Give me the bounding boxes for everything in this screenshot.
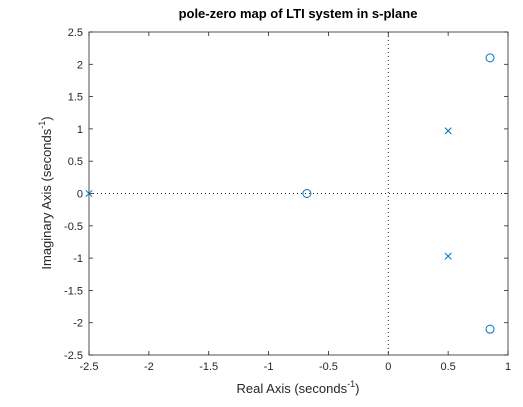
- pole-marker: [444, 127, 452, 135]
- zero-marker: [485, 53, 495, 63]
- y-axis-label-sup: -1: [37, 121, 47, 129]
- y-tick-label: 0: [77, 189, 83, 201]
- pole-marker-stroke: [444, 252, 452, 260]
- x-tick-label: 0: [385, 361, 391, 373]
- x-ticks: -2.5 -2 -1.5 -1 -0.5 0 0.5 1: [80, 32, 511, 373]
- x-tick-label: -0.5: [319, 361, 338, 373]
- x-tick-label: -1: [264, 361, 274, 373]
- y-axis-label-close: ): [39, 116, 54, 120]
- y-tick-label: 1.5: [68, 92, 83, 104]
- x-tick-label: -2: [144, 361, 154, 373]
- x-tick-label: 1: [505, 361, 511, 373]
- y-axis-label-text: Imaginary Axis (seconds: [39, 128, 54, 269]
- pole-marker: [85, 189, 93, 198]
- y-tick-label: 2.5: [68, 27, 83, 39]
- y-tick-label: -1: [73, 253, 83, 265]
- x-axis-label-sup: -1: [347, 379, 355, 389]
- y-tick-label: -0.5: [64, 221, 83, 233]
- zero-marker: [485, 324, 495, 334]
- x-tick-label: -2.5: [80, 361, 99, 373]
- x-axis-label-text: Real Axis (seconds: [237, 381, 348, 396]
- y-tick-label: -1.5: [64, 285, 83, 297]
- y-ticks: -2.5 -2 -1.5 -1 -0.5 0 0.5 1 1.5 2 2.5: [64, 27, 508, 362]
- x-axis-label-close: ): [355, 381, 359, 396]
- x-tick-label: -1.5: [199, 361, 218, 373]
- y-tick-label: 0.5: [68, 156, 83, 168]
- zero-marker: [302, 189, 312, 198]
- y-tick-label: 1: [77, 124, 83, 136]
- y-tick-label: 2: [77, 59, 83, 71]
- y-tick-label: -2.5: [64, 350, 83, 362]
- pole-marker-stroke: [85, 189, 93, 198]
- x-tick-label: 0.5: [440, 361, 455, 373]
- chart-title: pole-zero map of LTI system in s-plane: [179, 6, 418, 21]
- x-axis-label: Real Axis (seconds-1): [237, 379, 360, 396]
- axes-frame: [88, 31, 509, 356]
- y-tick-label: -2: [73, 318, 83, 330]
- pole-marker: [444, 252, 452, 260]
- pole-zero-markers: [85, 53, 495, 334]
- y-axis-label: Imaginary Axis (seconds-1): [37, 116, 54, 269]
- axes-box: [88, 31, 509, 356]
- pole-marker-stroke: [444, 127, 452, 135]
